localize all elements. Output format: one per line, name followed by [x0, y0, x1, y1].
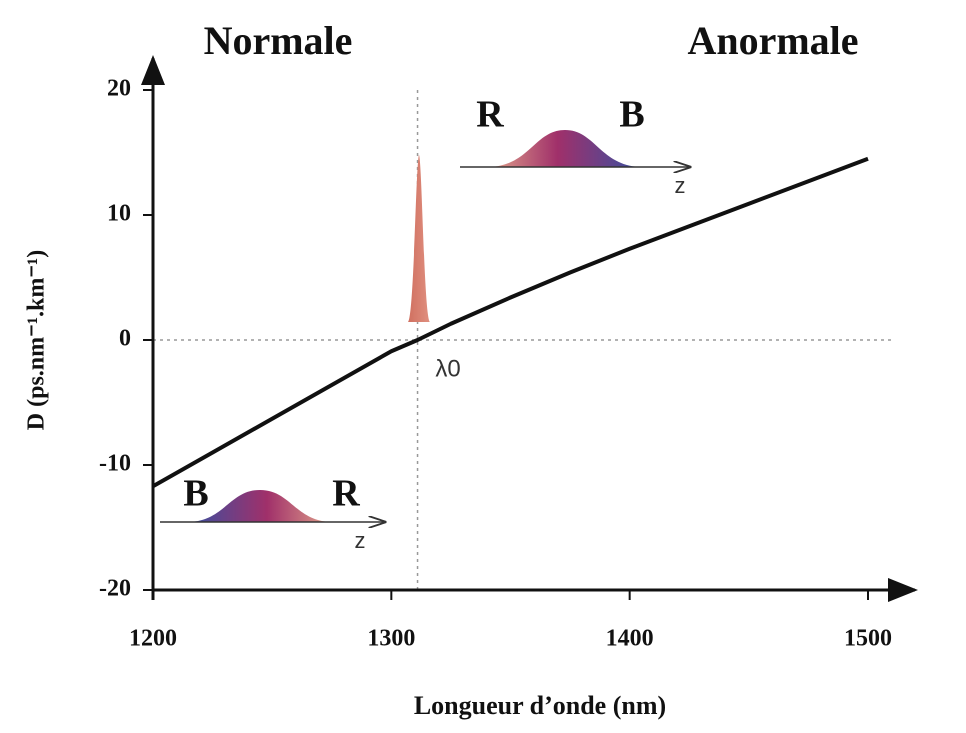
x-tick-label: 1200 — [129, 626, 177, 652]
y-tick-label: 20 — [107, 76, 131, 102]
annotation: B — [183, 473, 208, 515]
annotation: R — [332, 473, 360, 515]
y-tick-label: -10 — [99, 451, 131, 477]
x-tick-label: 1300 — [367, 626, 415, 652]
pulse-normal — [160, 490, 385, 522]
annotation: λ0 — [435, 355, 460, 382]
region-label: Normale — [204, 18, 353, 63]
x-tick-label: 1500 — [844, 626, 892, 652]
x-axis-label: Longueur d’onde (nm) — [414, 691, 666, 720]
annotation: B — [619, 94, 644, 136]
axes — [141, 55, 918, 602]
y-tick-label: -20 — [99, 576, 131, 602]
y-axis-label: D (ps.nm⁻¹.km⁻¹) — [24, 250, 50, 430]
annotation: z — [355, 528, 366, 553]
y-tick-label: 10 — [107, 201, 131, 227]
region-label: Anormale — [687, 18, 858, 63]
curve — [152, 156, 869, 488]
y-tick-label: 0 — [119, 326, 131, 352]
pulse-narrow — [408, 155, 430, 322]
annotation: z — [675, 173, 686, 198]
x-tick-label: 1400 — [606, 626, 654, 652]
pulse-anomalous — [460, 130, 690, 167]
annotation: R — [476, 94, 504, 136]
